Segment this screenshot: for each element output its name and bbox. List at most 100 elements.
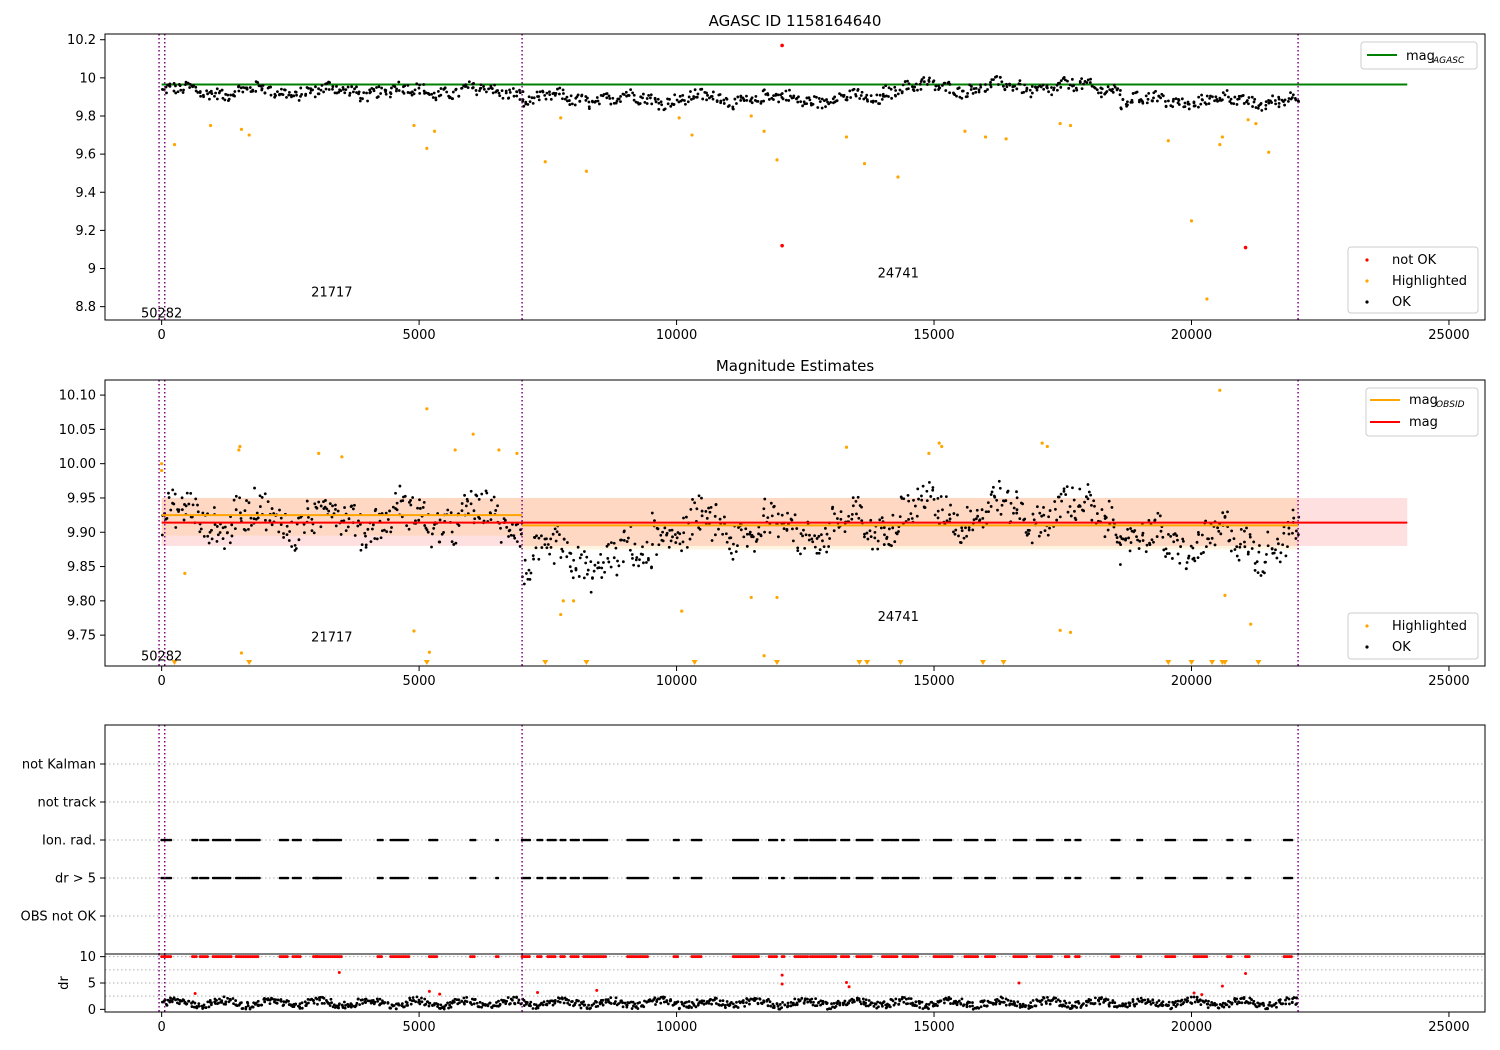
ok-point [728, 547, 731, 551]
ok-point [1285, 996, 1289, 1000]
ok-point [692, 95, 696, 98]
highlighted-point [425, 146, 429, 150]
ok-point [484, 489, 488, 493]
ok-point [819, 533, 823, 537]
flag-point [528, 876, 532, 880]
ok-point [632, 563, 636, 567]
ok-point [448, 95, 452, 99]
ok-point [239, 86, 243, 90]
flag-point [605, 838, 609, 842]
ok-point [327, 1002, 331, 1005]
ok-point [733, 97, 737, 101]
ok-point [511, 998, 514, 1002]
clipped-point [435, 955, 439, 959]
ok-point [623, 1001, 627, 1005]
ok-point [612, 541, 616, 545]
ok-point [1251, 105, 1254, 108]
ok-point [373, 509, 377, 513]
ok-point [819, 1003, 822, 1007]
ok-point [628, 548, 632, 552]
ok-point [1228, 100, 1232, 103]
ok-point [990, 490, 994, 494]
ok-point [1106, 528, 1110, 532]
obsid-label: 24741 [878, 610, 919, 625]
ok-point [1167, 99, 1170, 103]
ok-point [1023, 1005, 1027, 1009]
ok-point [247, 527, 250, 531]
ok-point [745, 532, 749, 536]
ok-point [1257, 1004, 1261, 1008]
ok-point [857, 997, 861, 1001]
ok-point [1159, 96, 1163, 100]
ok-point [696, 1003, 700, 1007]
ok-point [1170, 1006, 1174, 1010]
ok-point [638, 1001, 642, 1004]
ok-point [255, 511, 259, 515]
ok-point [1200, 93, 1203, 97]
ok-point [916, 88, 919, 92]
ok-point [1232, 537, 1236, 541]
ok-point [706, 93, 709, 97]
ok-point [860, 519, 864, 523]
ok-point [1063, 1004, 1067, 1008]
ok-point [582, 1003, 586, 1007]
flag-point [1205, 838, 1208, 842]
ok-point [508, 1002, 512, 1005]
ok-point [1227, 1005, 1231, 1009]
ok-point [299, 515, 303, 519]
ok-point [438, 540, 442, 544]
clipped-point [676, 955, 680, 959]
ok-point [336, 509, 340, 513]
ok-point [991, 485, 995, 489]
ok-point [661, 530, 664, 534]
ok-point [863, 532, 866, 536]
ok-point [364, 534, 367, 538]
ok-point [506, 996, 510, 999]
ok-point [972, 518, 976, 522]
ok-point [350, 1003, 354, 1007]
ok-point [690, 532, 694, 536]
highlighted-point [1223, 593, 1227, 597]
ok-point [570, 569, 573, 573]
ok-point [442, 530, 445, 534]
ok-point [1042, 513, 1046, 517]
ok-point [346, 525, 350, 529]
below-range-marker [542, 660, 549, 665]
ok-point [343, 506, 346, 509]
ok-point [351, 507, 355, 511]
ok-point [1243, 545, 1247, 549]
highlighted-point [237, 448, 241, 452]
ok-point [915, 514, 919, 518]
ok-point [278, 508, 281, 512]
clipped-point [774, 955, 778, 959]
ok-point [300, 92, 304, 96]
y-tick-label: 5 [88, 977, 96, 992]
highlighted-point [1249, 622, 1253, 626]
ok-point [1073, 509, 1076, 513]
ok-point [776, 1004, 780, 1008]
ok-point [1052, 88, 1056, 92]
highlighted-point [1254, 122, 1258, 126]
ok-point [855, 512, 858, 516]
ok-point [561, 549, 565, 553]
ok-point [258, 505, 262, 508]
x-tick-label: 15000 [913, 1020, 954, 1035]
ok-point [372, 89, 376, 93]
ok-point [569, 94, 573, 98]
ok-point [1238, 545, 1242, 549]
legend-marker-highlighted [1365, 279, 1369, 283]
legend-label-subscript: OBSID [1436, 400, 1465, 410]
ok-point [1098, 1002, 1102, 1006]
ok-point [312, 999, 315, 1002]
ok-point [731, 557, 735, 561]
y-tick-label: 9.75 [67, 629, 96, 644]
ok-point [850, 513, 854, 516]
ok-point [939, 495, 943, 498]
ok-point [218, 997, 221, 1001]
ok-point [542, 1000, 546, 1004]
ok-point [294, 547, 298, 550]
ok-point [754, 540, 758, 543]
ok-point [1246, 550, 1250, 554]
ok-point [589, 590, 593, 594]
